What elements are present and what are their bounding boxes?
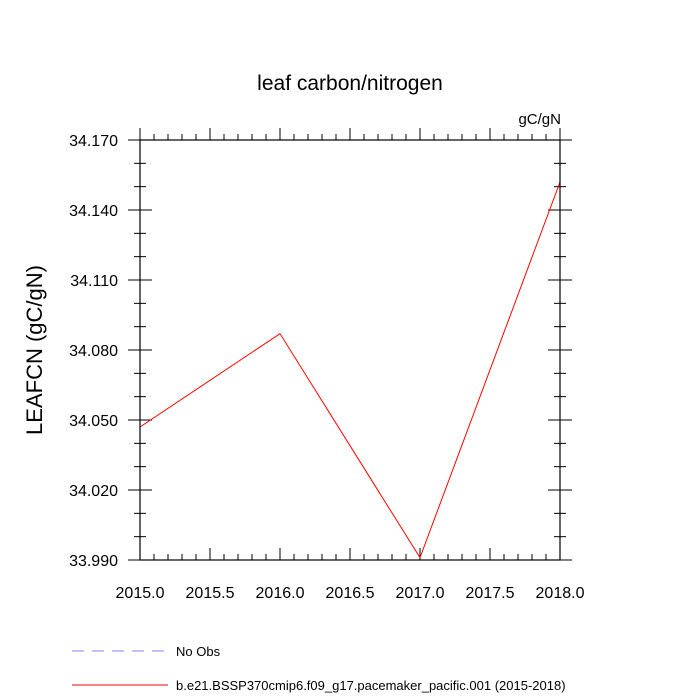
axis-ticks bbox=[128, 128, 572, 561]
y-tick-label: 33.990 bbox=[69, 553, 118, 570]
plot-frame bbox=[139, 139, 561, 561]
tick-labels: 2015.0 2015.5 2016.0 2016.5 2017.0 2017.5 2018… bbox=[69, 133, 585, 602]
legend-label: b.e21.BSSP370cmip6.f09_g17.pacemaker_pac… bbox=[176, 678, 566, 693]
y-tick-label: 34.170 bbox=[69, 133, 118, 150]
y-tick-label: 34.140 bbox=[69, 203, 118, 220]
series-layer bbox=[139, 181, 561, 559]
chart-title: leaf carbon/nitrogen bbox=[257, 72, 443, 95]
y-tick-label: 34.050 bbox=[69, 413, 118, 430]
y-tick-label: 34.110 bbox=[70, 273, 118, 290]
legend: No Obs b.e21.BSSP370cmip6.f09_g17.pacemak… bbox=[72, 644, 566, 693]
series-line bbox=[139, 181, 561, 559]
x-tick-label: 2015.0 bbox=[116, 585, 165, 602]
x-tick-label: 2018.0 bbox=[536, 585, 585, 602]
units-label: gC/gN bbox=[518, 111, 561, 128]
x-tick-label: 2015.5 bbox=[186, 585, 235, 602]
y-tick-label: 34.020 bbox=[69, 483, 118, 500]
y-tick-label: 34.080 bbox=[69, 343, 118, 360]
x-tick-label: 2017.5 bbox=[466, 585, 515, 602]
legend-label: No Obs bbox=[176, 644, 221, 659]
x-tick-label: 2017.0 bbox=[396, 585, 445, 602]
y-axis-label: LEAFCN (gC/gN) bbox=[22, 265, 47, 435]
x-tick-label: 2016.5 bbox=[326, 585, 375, 602]
x-tick-label: 2016.0 bbox=[256, 585, 305, 602]
